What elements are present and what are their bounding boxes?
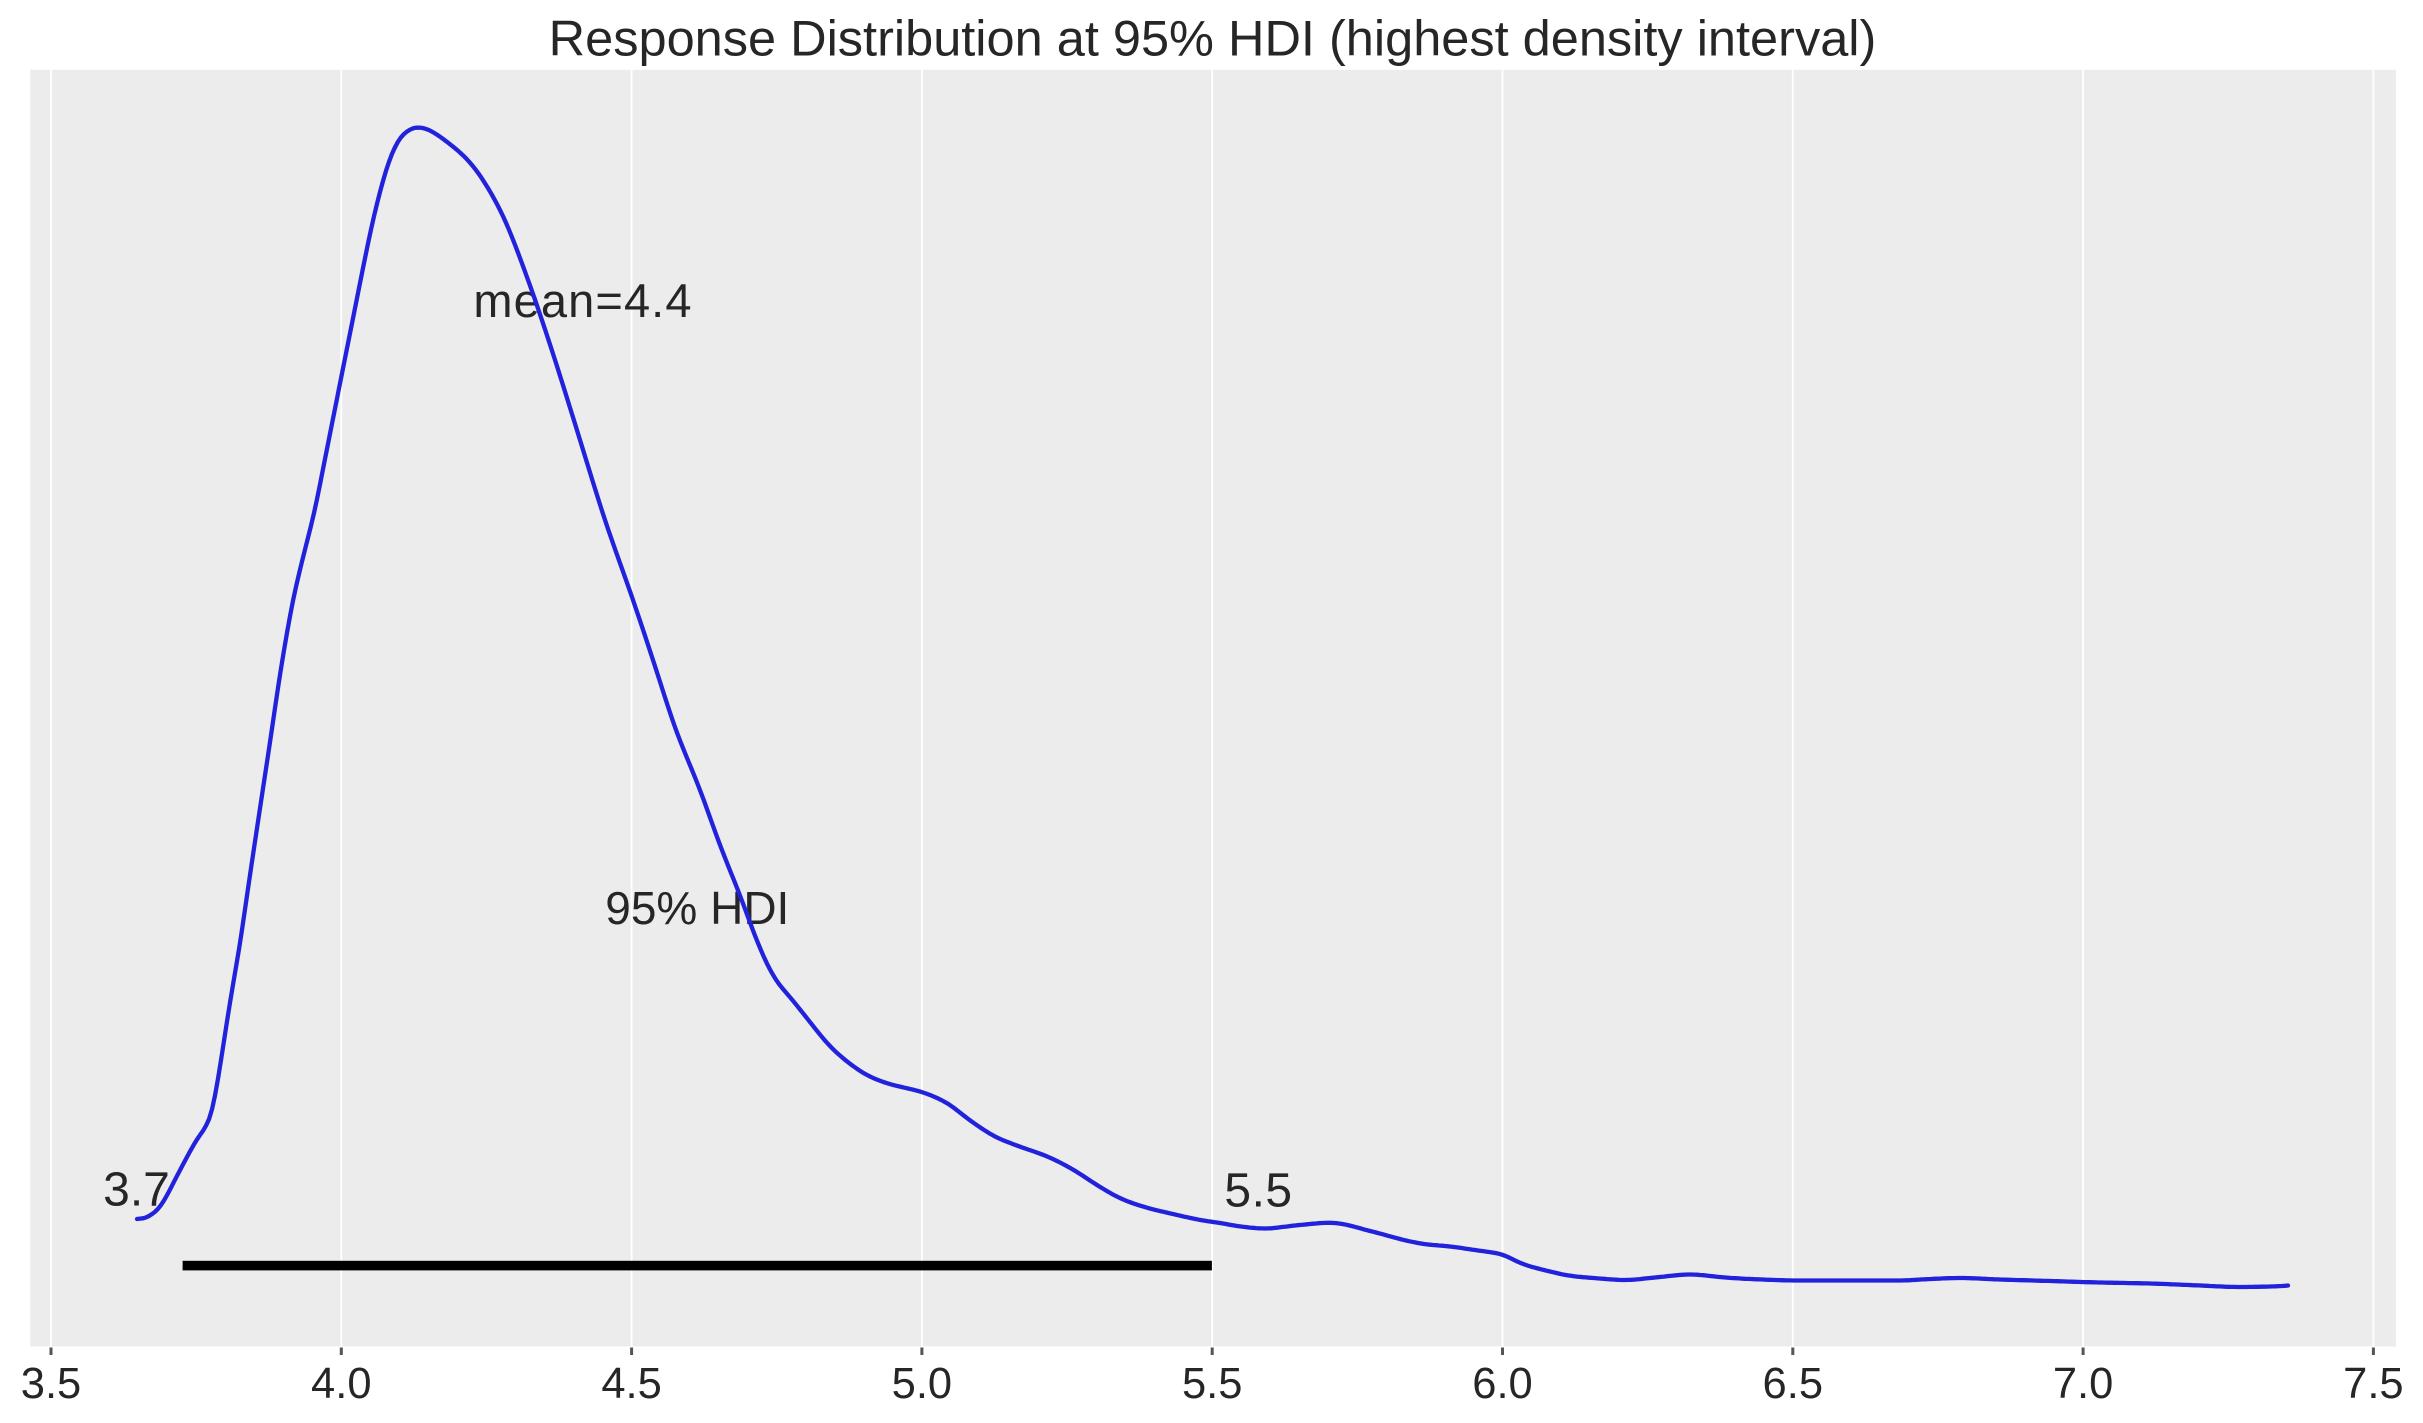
svg-text:5.5: 5.5 [1182, 1360, 1242, 1408]
svg-text:mean=4.4: mean=4.4 [473, 274, 692, 327]
svg-text:6.5: 6.5 [1763, 1360, 1823, 1408]
svg-text:95% HDI: 95% HDI [605, 882, 789, 934]
svg-text:6.0: 6.0 [1472, 1360, 1532, 1408]
svg-text:3.5: 3.5 [21, 1360, 81, 1408]
svg-text:4.5: 4.5 [601, 1360, 661, 1408]
svg-text:7.5: 7.5 [2343, 1360, 2403, 1408]
svg-text:4.0: 4.0 [311, 1360, 371, 1408]
svg-text:5.0: 5.0 [892, 1360, 952, 1408]
svg-text:7.0: 7.0 [2053, 1360, 2113, 1408]
svg-text:5.5: 5.5 [1224, 1165, 1292, 1218]
svg-text:Response Distribution at 95% H: Response Distribution at 95% HDI (highes… [549, 10, 1877, 67]
